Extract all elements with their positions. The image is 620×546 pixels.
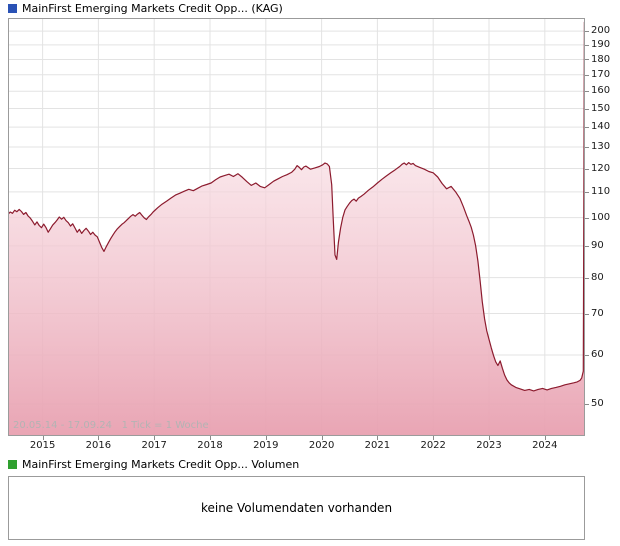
price-series-legend-icon	[8, 4, 17, 13]
plot-border	[8, 18, 585, 436]
y-axis-tick	[585, 192, 589, 193]
y-axis-tick	[585, 169, 589, 170]
y-axis-label: 110	[591, 185, 611, 197]
y-axis-tick	[585, 246, 589, 247]
y-axis-label: 140	[591, 121, 611, 133]
price-area-fill	[8, 21, 585, 436]
x-axis-tick	[545, 436, 546, 440]
x-axis-label: 2021	[364, 440, 391, 451]
y-axis-label: 60	[591, 349, 604, 360]
price-plot-area: 20.05.14 - 17.09.24 1 Tick = 1 Woche	[8, 18, 585, 436]
y-axis-tick	[585, 31, 589, 32]
y-axis-label: 130	[591, 141, 611, 152]
price-chart-title-row: MainFirst Emerging Markets Credit Opp...…	[8, 3, 283, 14]
x-axis-label: 2018	[197, 440, 223, 451]
x-axis-label: 2017	[141, 440, 167, 451]
price-chart-canvas[interactable]	[8, 18, 585, 436]
y-axis-label: 90	[591, 239, 604, 251]
x-axis-tick	[210, 436, 211, 440]
y-axis-tick	[585, 127, 589, 128]
y-axis-tick	[585, 109, 589, 110]
x-axis-tick	[98, 436, 99, 440]
y-axis-label: 160	[591, 85, 611, 97]
y-axis-label: 50	[591, 398, 604, 409]
x-axis-tick	[154, 436, 155, 440]
volume-panel-title: MainFirst Emerging Markets Credit Opp...…	[22, 458, 300, 471]
y-axis-label: 120	[591, 162, 611, 174]
x-axis-tick	[377, 436, 378, 440]
y-axis-tick	[585, 91, 589, 92]
y-axis-tick	[585, 147, 589, 148]
x-axis-label: 2023	[476, 440, 502, 451]
x-axis-label: 2022	[420, 440, 446, 451]
y-axis-tick	[585, 75, 589, 76]
volume-empty-message: keine Volumendaten vorhanden	[200, 501, 393, 515]
volume-series-legend-icon	[8, 460, 17, 469]
x-axis-label: 2015	[29, 440, 56, 451]
volume-panel-title-row: MainFirst Emerging Markets Credit Opp...…	[8, 459, 299, 470]
x-axis-label: 2024	[532, 440, 558, 451]
y-axis-tick	[585, 355, 589, 356]
y-axis-tick	[585, 218, 589, 219]
y-axis-label: 170	[591, 68, 611, 80]
x-axis-label: 2020	[308, 440, 335, 451]
y-axis-tick	[585, 314, 589, 315]
y-axis-tick	[585, 278, 589, 279]
x-axis-tick	[266, 436, 267, 440]
x-axis-label: 2016	[85, 440, 112, 451]
x-axis-tick	[322, 436, 323, 440]
y-axis-label: 80	[591, 271, 604, 283]
y-axis-label: 190	[591, 38, 611, 50]
price-chart-title: MainFirst Emerging Markets Credit Opp...…	[22, 2, 283, 15]
y-axis-label: 200	[591, 25, 611, 37]
price-line	[8, 21, 585, 392]
x-axis-label: 2019	[253, 440, 279, 451]
y-axis-label: 70	[591, 307, 604, 319]
y-axis-tick	[585, 59, 589, 60]
y-axis-label: 180	[591, 53, 611, 65]
y-axis-tick	[585, 45, 589, 46]
volume-empty-box: keine Volumendaten vorhanden	[8, 476, 585, 540]
x-axis-tick	[43, 436, 44, 440]
x-axis-tick	[489, 436, 490, 440]
x-axis-tick	[433, 436, 434, 440]
chart-period-label: 20.05.14 - 17.09.24 1 Tick = 1 Woche	[13, 420, 209, 431]
y-axis-tick	[585, 404, 589, 405]
y-axis-label: 100	[591, 211, 611, 223]
y-axis-label: 150	[591, 102, 611, 114]
